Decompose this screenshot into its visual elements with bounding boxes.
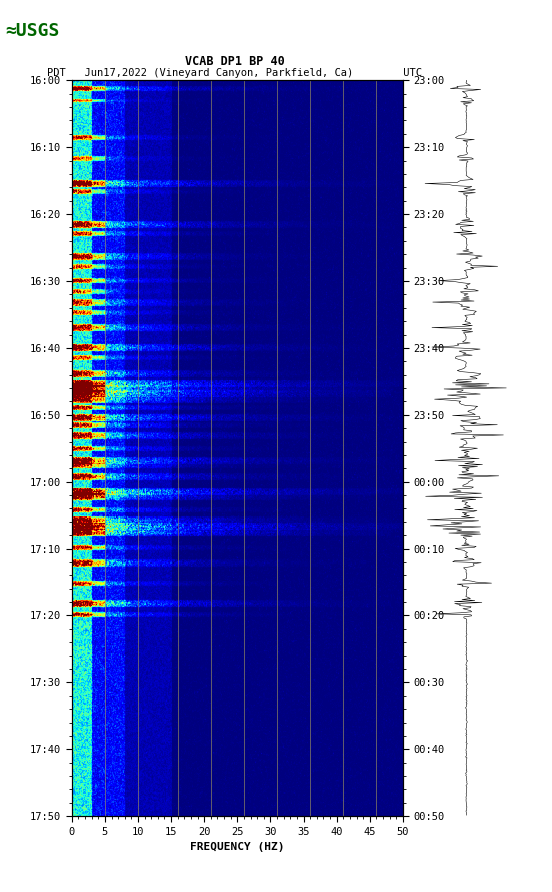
Text: PDT   Jun17,2022 (Vineyard Canyon, Parkfield, Ca)        UTC: PDT Jun17,2022 (Vineyard Canyon, Parkfie…: [47, 69, 422, 78]
Text: ≈USGS: ≈USGS: [6, 22, 60, 40]
Text: VCAB DP1 BP 40: VCAB DP1 BP 40: [185, 54, 284, 68]
X-axis label: FREQUENCY (HZ): FREQUENCY (HZ): [190, 842, 285, 852]
